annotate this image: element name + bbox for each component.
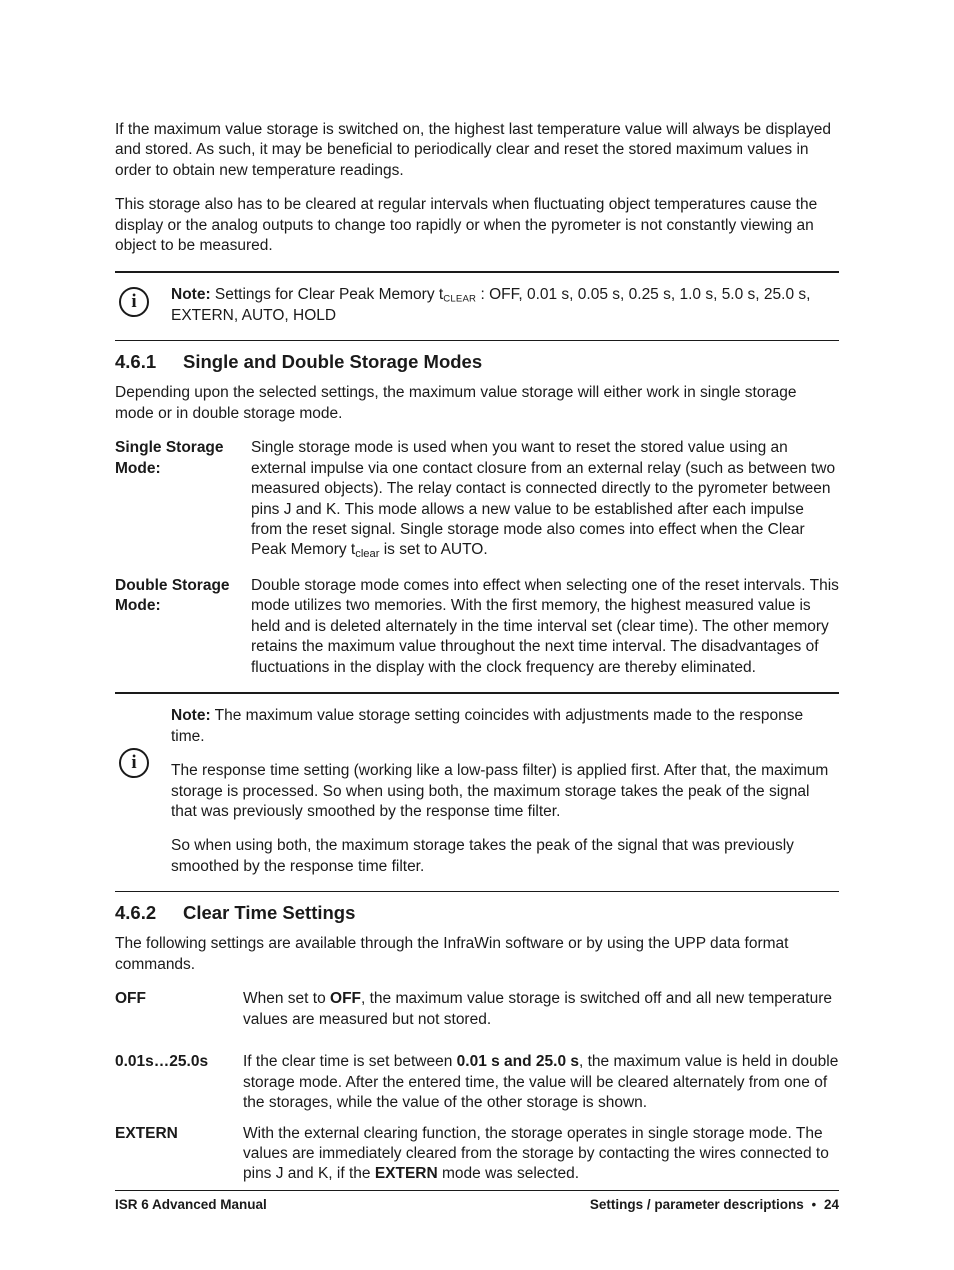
section-462-intro: The following settings are available thr… [115, 934, 839, 975]
range-pre: If the clear time is set between [243, 1053, 457, 1070]
divider [115, 692, 839, 694]
section-heading-461: 4.6.1 Single and Double Storage Modes [115, 351, 839, 373]
setting-off: OFF When set to OFF, the maximum value s… [115, 989, 839, 1030]
off-pre: When set to [243, 990, 330, 1007]
extern-post: mode was selected. [438, 1165, 579, 1182]
setting-term: 0.01s…25.0s [115, 1052, 233, 1113]
extern-bold: EXTERN [375, 1165, 438, 1182]
off-bold: OFF [330, 990, 361, 1007]
note-body: Note: The maximum value storage setting … [171, 706, 839, 877]
divider [115, 340, 839, 341]
icon-column: i [115, 706, 153, 778]
note-sub: CLEAR [443, 293, 476, 304]
note-block-1: i Note: Settings for Clear Peak Memory t… [115, 283, 839, 333]
range-bold: 0.01 s and 25.0 s [457, 1053, 579, 1070]
setting-body: When set to OFF, the maximum value stora… [243, 989, 839, 1030]
setting-term: OFF [115, 989, 233, 1030]
page-content: If the maximum value storage is switched… [0, 0, 954, 1185]
intro-paragraph-2: This storage also has to be cleared at r… [115, 195, 839, 256]
single-body-sub: clear [355, 548, 379, 560]
definition-single-storage: Single Storage Mode: Single storage mode… [115, 438, 839, 562]
single-body-suffix: is set to AUTO. [379, 541, 487, 558]
divider [115, 891, 839, 892]
intro-paragraph-1: If the maximum value storage is switched… [115, 120, 839, 181]
note-label: Note: [171, 707, 211, 724]
footer-left: ISR 6 Advanced Manual [115, 1197, 267, 1212]
footer-dot: • [807, 1197, 820, 1212]
footer-section: Settings / parameter descriptions [590, 1197, 804, 1212]
note2-p2: The response time setting (working like … [171, 761, 839, 822]
setting-range: 0.01s…25.0s If the clear time is set bet… [115, 1052, 839, 1113]
setting-term: EXTERN [115, 1124, 233, 1185]
info-icon: i [119, 748, 149, 778]
footer-page-number: 24 [824, 1197, 839, 1212]
note-body: Note: Settings for Clear Peak Memory tCL… [171, 285, 839, 327]
section-heading-462: 4.6.2 Clear Time Settings [115, 902, 839, 924]
setting-body: With the external clearing function, the… [243, 1124, 839, 1185]
info-icon: i [119, 287, 149, 317]
definition-term: Single Storage Mode: [115, 438, 241, 562]
single-body-prefix: Single storage mode is used when you wan… [251, 439, 835, 558]
definition-term: Double Storage Mode: [115, 576, 241, 678]
section-title: Clear Time Settings [183, 902, 355, 924]
note-block-2: i Note: The maximum value storage settin… [115, 704, 839, 883]
note2-p1: The maximum value storage setting coinci… [171, 707, 803, 744]
setting-extern: EXTERN With the external clearing functi… [115, 1124, 839, 1185]
footer-right: Settings / parameter descriptions • 24 [590, 1197, 839, 1212]
footer-line: ISR 6 Advanced Manual Settings / paramet… [115, 1197, 839, 1212]
definition-body: Double storage mode comes into effect wh… [251, 576, 839, 678]
page-footer: ISR 6 Advanced Manual Settings / paramet… [0, 1190, 954, 1212]
setting-body: If the clear time is set between 0.01 s … [243, 1052, 839, 1113]
definition-double-storage: Double Storage Mode: Double storage mode… [115, 576, 839, 678]
icon-column: i [115, 285, 153, 317]
note-text-prefix: Settings for Clear Peak Memory t [211, 286, 444, 303]
footer-divider [115, 1190, 839, 1191]
section-461-intro: Depending upon the selected settings, th… [115, 383, 839, 424]
note2-p3: So when using both, the maximum storage … [171, 836, 839, 877]
section-title: Single and Double Storage Modes [183, 351, 482, 373]
definition-body: Single storage mode is used when you wan… [251, 438, 839, 562]
note-label: Note: [171, 286, 211, 303]
section-number: 4.6.2 [115, 902, 165, 924]
section-number: 4.6.1 [115, 351, 165, 373]
divider [115, 271, 839, 273]
